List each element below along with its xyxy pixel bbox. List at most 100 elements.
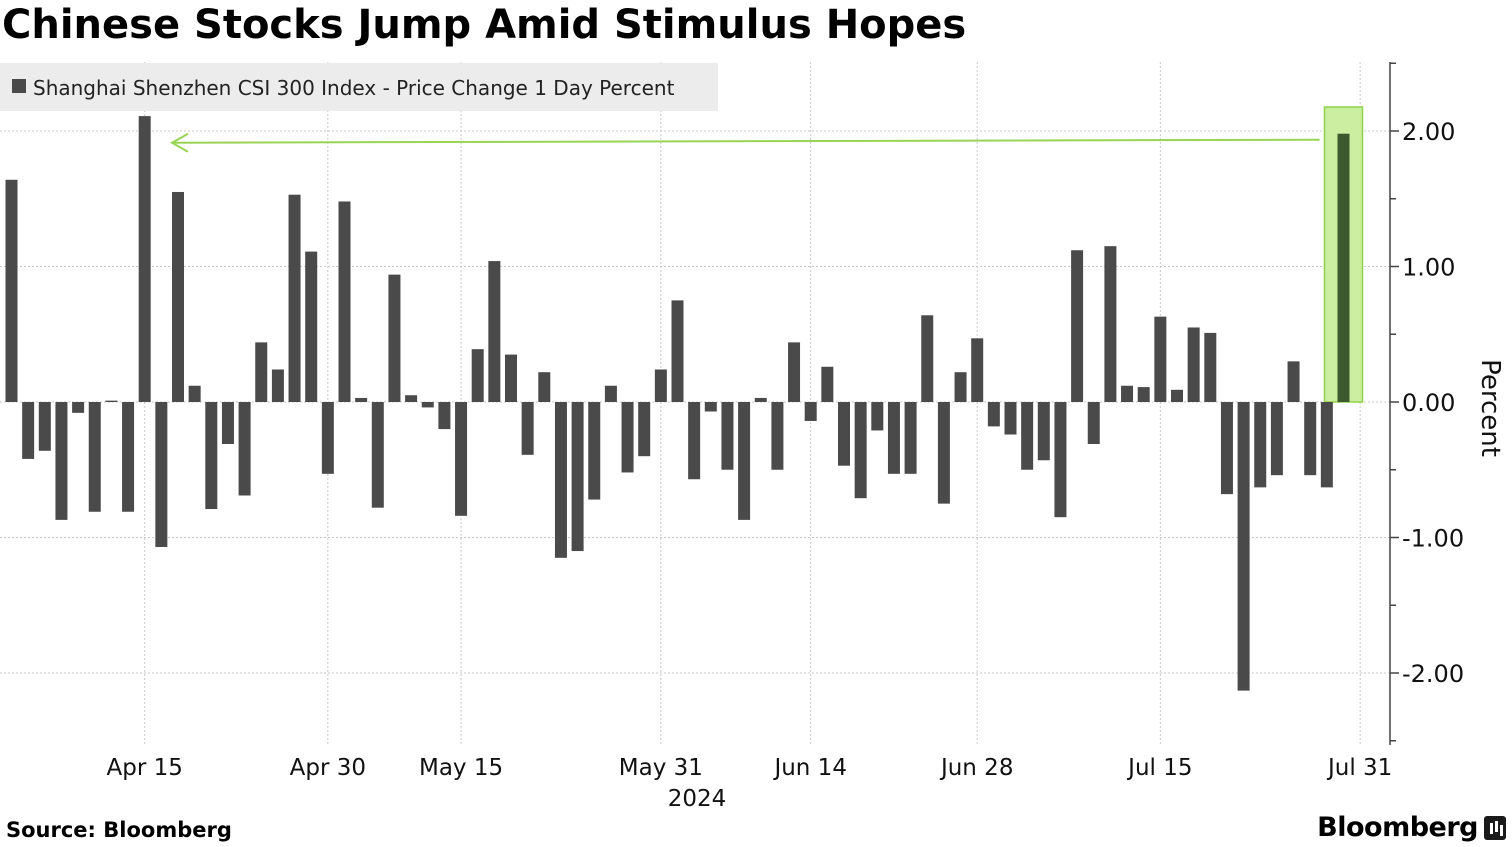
- bar: [388, 274, 401, 402]
- bar: [704, 402, 717, 412]
- bar: [688, 402, 701, 480]
- bar: [5, 179, 18, 402]
- bar: [238, 402, 251, 496]
- bar: [421, 402, 434, 408]
- bar: [521, 402, 534, 455]
- bar: [588, 402, 601, 500]
- bar: [405, 395, 418, 402]
- bar: [721, 402, 734, 470]
- bar: [221, 402, 234, 445]
- chart-title: Chinese Stocks Jump Amid Stimulus Hopes: [2, 2, 967, 48]
- arrow-head: [169, 132, 189, 153]
- bar: [305, 251, 318, 402]
- bar: [1037, 402, 1050, 461]
- bar: [1320, 402, 1333, 488]
- bar: [371, 402, 384, 508]
- x-tick-label: Jul 31: [1326, 755, 1392, 781]
- bloomberg-terminal-icon: [1484, 815, 1506, 840]
- bar: [1270, 402, 1283, 476]
- bar: [954, 372, 967, 402]
- highlight-arrow: [169, 132, 1320, 153]
- bar: [538, 372, 551, 402]
- bar: [1171, 389, 1183, 402]
- x-tick-label: May 31: [619, 755, 703, 781]
- x-tick-label: Apr 15: [107, 755, 183, 781]
- bar: [1187, 327, 1200, 402]
- bar: [638, 402, 651, 457]
- bar: [455, 402, 468, 516]
- x-axis: Apr 15 Apr 30 May 15 May 31 Jun 14 Jun 28 Jul …: [107, 755, 1393, 781]
- bar: [788, 342, 801, 402]
- bar: [172, 191, 184, 402]
- bar: [155, 402, 168, 547]
- legend-swatch: [12, 79, 26, 93]
- bar: [88, 402, 101, 512]
- bar: [971, 338, 984, 402]
- bar: [1204, 332, 1217, 402]
- brand-name: Bloomberg: [1317, 812, 1478, 843]
- year-label: 2024: [668, 786, 727, 812]
- bar: [1237, 402, 1250, 691]
- bar: [838, 402, 850, 466]
- bar: [188, 385, 201, 402]
- bar: [604, 385, 617, 402]
- y-tick-label: 2.00: [1402, 118, 1455, 146]
- bar: [22, 402, 35, 459]
- x-tick-label: May 15: [419, 755, 503, 781]
- legend-background: [0, 63, 718, 111]
- bar: [138, 116, 151, 402]
- bar: [1004, 402, 1017, 435]
- bar: [338, 201, 351, 402]
- x-tick-label: Apr 30: [290, 755, 366, 781]
- bar: [621, 402, 634, 473]
- bar: [771, 402, 784, 470]
- bar: [1220, 402, 1233, 495]
- bar: [904, 402, 917, 474]
- brand-logo: Bloomberg: [1317, 812, 1506, 843]
- bar: [738, 402, 751, 520]
- bar: [205, 402, 218, 510]
- x-tick-label: Jul 15: [1126, 755, 1192, 781]
- legend: Shanghai Shenzhen CSI 300 Index - Price …: [0, 63, 718, 111]
- bar: [1104, 246, 1117, 402]
- y-axis: -2.00 -1.00 0.00 1.00 2.00: [1389, 62, 1464, 745]
- bar: [1254, 402, 1267, 488]
- legend-label: Shanghai Shenzhen CSI 300 Index - Price …: [33, 76, 675, 100]
- bar: [38, 402, 51, 451]
- bar: [55, 402, 68, 520]
- arrow-line: [173, 138, 1320, 144]
- bar: [987, 402, 1000, 427]
- bar: [1304, 402, 1317, 476]
- bar: [438, 402, 451, 430]
- bar: [937, 402, 950, 504]
- bar: [471, 349, 484, 402]
- bar: [1087, 402, 1100, 445]
- bar: [554, 402, 567, 558]
- bar: [355, 397, 368, 402]
- y-tick-label: 0.00: [1402, 389, 1455, 417]
- bar: [854, 402, 867, 499]
- y-axis-label: Percent: [1475, 359, 1505, 457]
- bars: [5, 116, 1350, 691]
- bar: [1054, 402, 1067, 518]
- bar: [105, 400, 118, 402]
- bar: [571, 402, 584, 552]
- bar: [1287, 361, 1300, 402]
- bar: [1137, 387, 1150, 402]
- bar: [488, 261, 501, 402]
- bar: [804, 402, 817, 421]
- bar: [271, 369, 284, 402]
- bar: [505, 354, 517, 402]
- bar: [255, 342, 268, 402]
- bar: [1021, 402, 1034, 470]
- bar: [122, 402, 135, 512]
- x-tick-label: Jun 28: [939, 755, 1014, 781]
- source-note: Source: Bloomberg: [6, 818, 232, 842]
- y-tick-label: -2.00: [1402, 660, 1464, 688]
- x-tick-label: Jun 14: [772, 755, 847, 781]
- bar: [1337, 133, 1350, 402]
- bar: [671, 300, 684, 402]
- bar: [821, 366, 834, 402]
- bar: [654, 369, 667, 402]
